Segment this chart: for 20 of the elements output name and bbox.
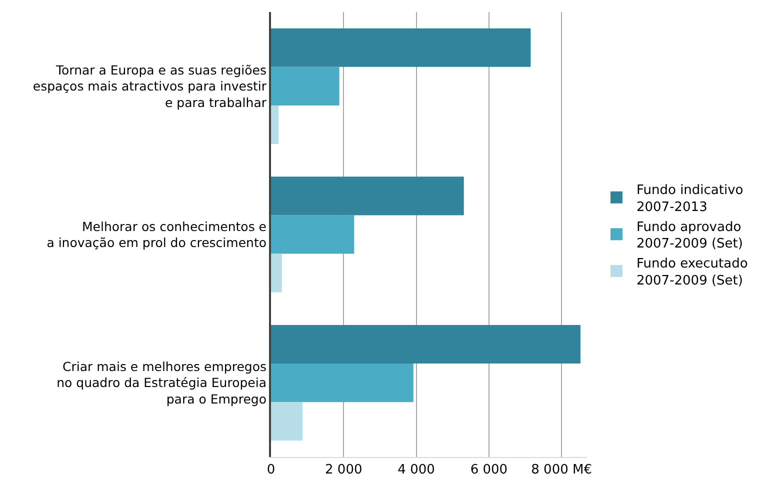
legend-label: Fundo indicativo 2007-2013 xyxy=(636,183,744,215)
bar xyxy=(271,254,282,292)
bar xyxy=(271,364,414,402)
x-tick-label: 4 000 xyxy=(398,462,435,478)
bar xyxy=(271,28,531,67)
y-tick-label: Tornar a Europa e as suas regiões espaços mais atractivos para investir e para trabalhar xyxy=(32,62,268,110)
x-tick-label: 6 000 xyxy=(470,462,508,478)
x-tick-label: 0 xyxy=(266,462,276,478)
bar xyxy=(271,66,340,106)
bar xyxy=(271,324,580,364)
y-tick-label: Melhorar os conhecimentos e a inovação em prol do crescimento xyxy=(46,218,267,250)
bar xyxy=(271,105,279,144)
legend-label: Fundo executado 2007-2009 (Set) xyxy=(636,256,748,289)
x-tick-label: 2 000 xyxy=(325,462,362,478)
bar xyxy=(271,176,464,216)
legend-label: Fundo aprovado 2007-2009 (Set) xyxy=(636,220,743,252)
bar xyxy=(271,402,303,441)
y-tick-label: Criar mais e melhores empregos no quadro da Estratégia Europeia para o Emprego xyxy=(56,358,266,406)
x-tick-label: 8 000 M€ xyxy=(531,462,592,478)
bar xyxy=(271,215,354,254)
